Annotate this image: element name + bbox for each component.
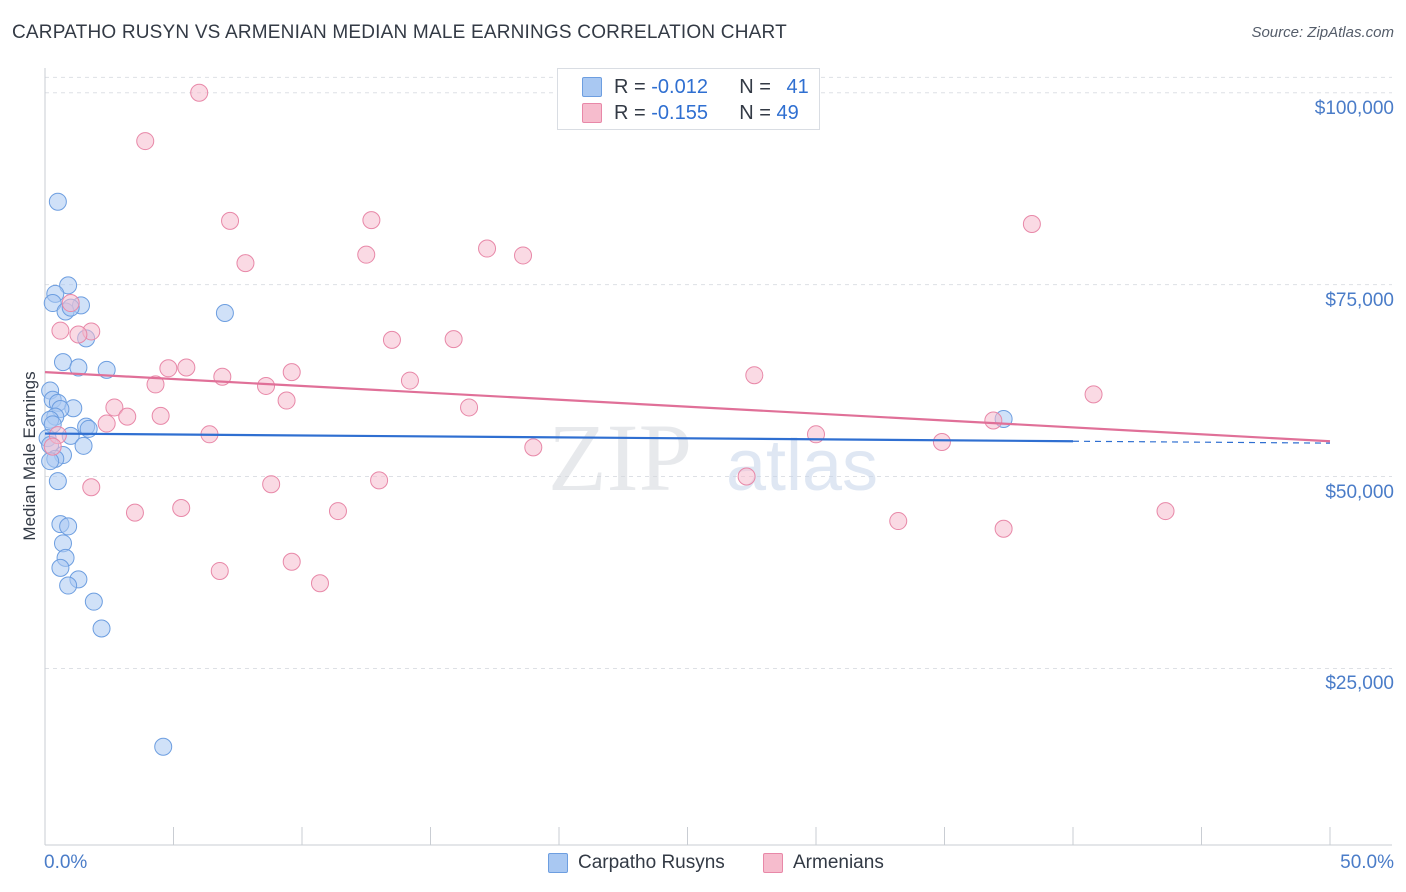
rusyn-point	[48, 472, 67, 491]
armenian-point	[362, 211, 381, 230]
armenian-point	[190, 83, 209, 102]
armenian-point	[159, 359, 178, 378]
r-value: -0.012	[651, 75, 708, 98]
armenian-point	[994, 519, 1013, 538]
armenian-point	[136, 132, 155, 151]
chart-title: CARPATHO RUSYN VS ARMENIAN MEDIAN MALE E…	[12, 22, 787, 43]
legend-row-rusyn: R = -0.012 N = 41	[582, 74, 809, 100]
armenian-point	[82, 478, 101, 497]
armenian-point	[932, 432, 951, 451]
rusyn-swatch	[548, 853, 568, 873]
y-tick-label: $75,000	[1325, 289, 1394, 311]
armenian-point	[400, 371, 419, 390]
armenian-point	[745, 366, 764, 385]
armenian-point	[257, 376, 276, 395]
legend-label-rusyn: Carpatho Rusyns	[578, 852, 725, 873]
armenian-point	[105, 398, 124, 417]
rusyn-point	[59, 517, 78, 536]
r-label: R =	[614, 101, 652, 124]
armenian-point	[282, 363, 301, 382]
rusyn-point	[59, 576, 78, 595]
armenian-point	[177, 358, 196, 377]
armenian-point	[282, 552, 301, 571]
legend-label-armenian: Armenians	[793, 852, 884, 873]
y-tick-label: $25,000	[1325, 673, 1394, 695]
rusyn-trend-extension	[1072, 440, 1331, 444]
armenian-point	[310, 574, 329, 593]
stats-legend: R = -0.012 N = 41 R = -0.155 N = 49	[557, 68, 820, 130]
armenian-point	[984, 411, 1003, 430]
armenian-point	[1022, 214, 1041, 233]
armenian-swatch	[763, 853, 783, 873]
source-label: Source: ZipAtlas.com	[1251, 24, 1394, 41]
armenian-point	[221, 211, 240, 230]
grid-lines	[45, 76, 1392, 669]
armenian-point	[97, 414, 116, 433]
armenian-point	[151, 406, 170, 425]
armenian-point	[328, 502, 347, 521]
x-tick-min: 0.0%	[44, 852, 88, 873]
axes	[44, 68, 1392, 846]
armenian-point	[1156, 502, 1175, 521]
rusyn-point	[51, 558, 70, 577]
y-tick-label: $50,000	[1325, 481, 1394, 503]
armenian-point	[478, 239, 497, 258]
armenian-point	[514, 246, 533, 265]
rusyn-point	[41, 452, 60, 471]
armenian-point	[357, 245, 376, 264]
rusyn-point	[53, 353, 72, 372]
rusyn-trend-line	[44, 432, 1074, 443]
legend-row-armenian: R = -0.155 N = 49	[582, 100, 799, 126]
rusyn-swatch	[582, 77, 602, 97]
armenian-point	[172, 499, 191, 518]
rusyn-point	[97, 360, 116, 379]
y-tick-label: $100,000	[1314, 97, 1394, 119]
armenian-point	[61, 294, 80, 313]
rusyn-point	[59, 276, 78, 295]
watermark-zip: ZIP	[548, 404, 692, 511]
rusyn-point	[84, 592, 103, 611]
x-tick-max: 50.0%	[1340, 852, 1394, 873]
armenian-point	[236, 254, 255, 273]
armenian-point	[118, 407, 137, 426]
rusyn-point	[43, 294, 62, 313]
armenian-point	[69, 325, 88, 344]
armenian-point	[43, 437, 62, 456]
armenian-point	[444, 330, 463, 349]
armenian-point	[460, 398, 479, 417]
armenian-point	[146, 375, 165, 394]
trend-lines	[44, 371, 1331, 444]
armenian-point	[737, 467, 756, 486]
legend-item-armenian: Armenians	[763, 852, 884, 874]
rusyn-point	[154, 737, 173, 756]
armenian-point	[889, 512, 908, 531]
rusyn-point	[69, 358, 88, 377]
r-value: -0.155	[651, 101, 708, 124]
armenian-point	[277, 391, 296, 410]
armenian-point	[1084, 385, 1103, 404]
rusyn-point	[53, 534, 72, 553]
n-value: 41	[786, 75, 809, 98]
armenian-point	[370, 471, 389, 490]
armenian-point	[382, 330, 401, 349]
n-value: 49	[776, 101, 799, 124]
rusyn-point	[92, 619, 111, 638]
armenian-point	[210, 561, 229, 580]
n-label: N =	[739, 101, 777, 124]
legend-item-rusyn: Carpatho Rusyns	[548, 852, 725, 874]
rusyn-point	[74, 436, 93, 455]
r-label: R =	[614, 75, 652, 98]
armenian-point	[51, 321, 70, 340]
armenian-trend-line	[44, 371, 1331, 443]
watermark: ZIP atlas	[548, 404, 878, 511]
armenian-swatch	[582, 103, 602, 123]
rusyn-point	[215, 304, 234, 323]
rusyn-point	[48, 192, 67, 211]
n-label: N =	[739, 75, 777, 98]
armenian-point	[125, 503, 144, 522]
series-legend: Carpatho Rusyns Armenians	[0, 852, 1406, 878]
armenian-point	[262, 475, 281, 494]
armenian-point	[524, 438, 543, 457]
